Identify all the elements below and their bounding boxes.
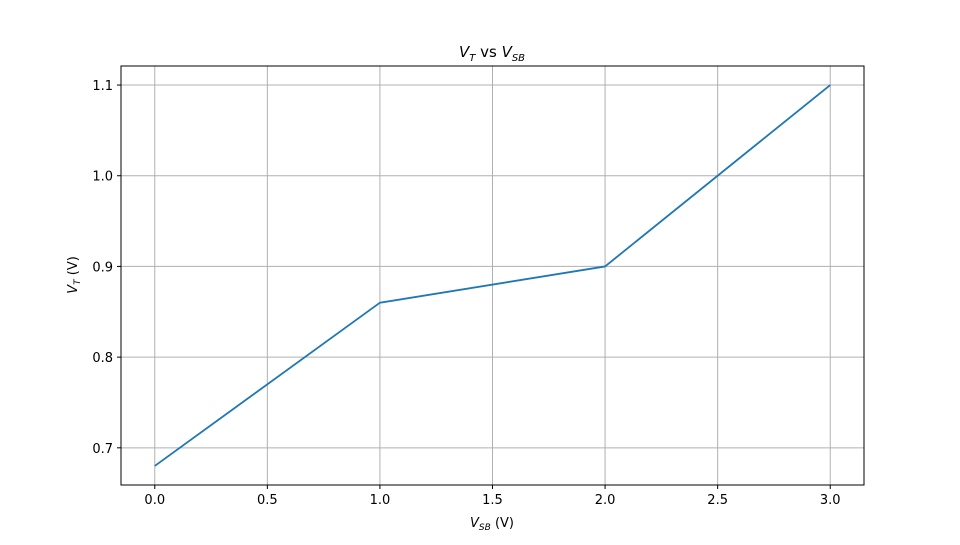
grid — [121, 66, 864, 485]
y-axis-label: VT (V) — [66, 256, 83, 294]
ticks: 0.0 0.5 1.0 1.5 2.0 2.5 3.0 0.7 0.8 0.9 1.0 1.1 — [92, 79, 840, 508]
x-tick-label: 0.0 — [144, 493, 165, 508]
y-tick-label: 1.0 — [92, 170, 113, 185]
x-axis-label: VSB (V) — [470, 516, 514, 533]
y-tick-label: 0.8 — [92, 351, 113, 366]
x-tick-label: 2.5 — [707, 493, 728, 508]
series-line — [154, 84, 831, 467]
y-tick-label: 0.9 — [92, 260, 113, 275]
x-tick-label: 1.5 — [482, 493, 503, 508]
x-tick-label: 3.0 — [820, 493, 841, 508]
x-tick-label: 2.0 — [595, 493, 616, 508]
x-tick-label: 1.0 — [370, 493, 391, 508]
series-layer — [154, 84, 831, 467]
y-tick-label: 1.1 — [92, 79, 113, 94]
y-tick-label: 0.7 — [92, 442, 113, 457]
chart-title: VT vs VSB — [459, 43, 525, 64]
x-tick-label: 0.5 — [257, 493, 278, 508]
